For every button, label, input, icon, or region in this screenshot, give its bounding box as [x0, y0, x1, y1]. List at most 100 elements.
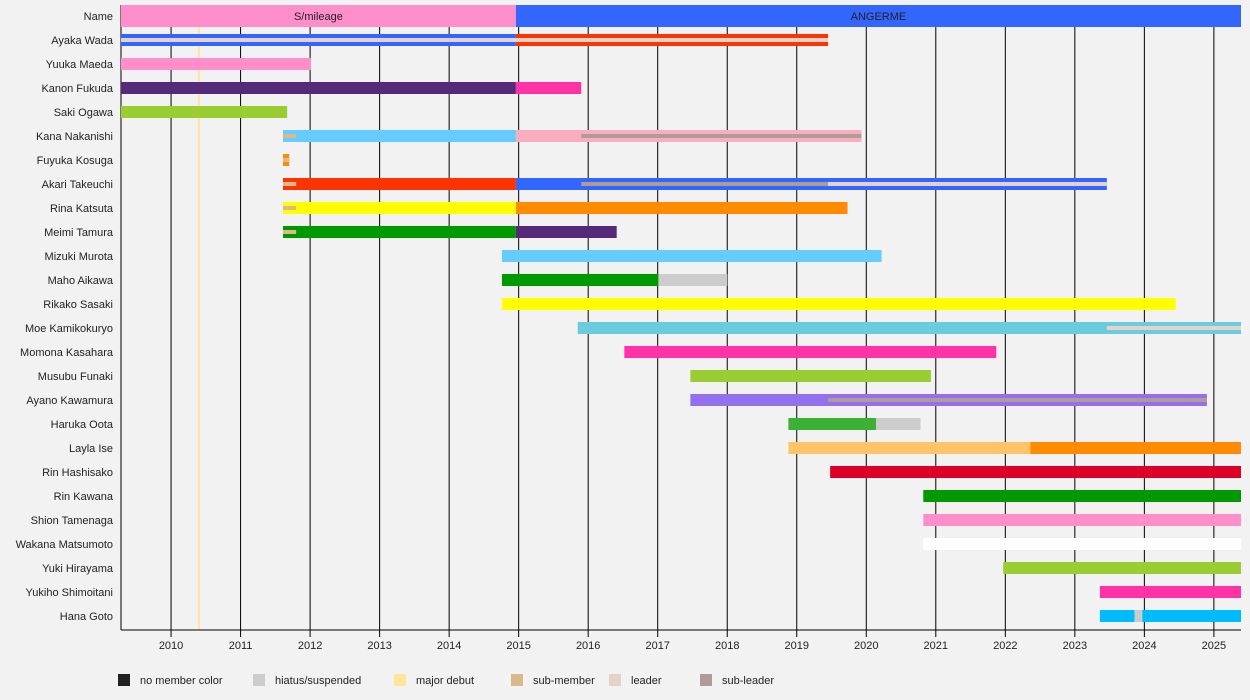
group-label: S/mileage — [294, 11, 343, 23]
row-label: Shion Tamenaga — [31, 515, 114, 527]
member-bar-segment — [121, 58, 311, 70]
member-bar-segment — [788, 442, 1031, 454]
row-label: Moe Kamikokuryo — [25, 323, 113, 335]
row-label: Saki Ogawa — [54, 107, 114, 119]
x-tick-label: 2020 — [854, 640, 878, 652]
legend-swatch — [253, 674, 265, 686]
member-bar-segment — [515, 202, 848, 214]
row-label: Kana Nakanishi — [36, 131, 113, 143]
row-label: Ayano Kawamura — [26, 395, 114, 407]
row-label: Momona Kasahara — [20, 347, 114, 359]
member-bar-segment — [282, 130, 516, 142]
x-tick-label: 2024 — [1132, 640, 1156, 652]
member-bar-segment — [658, 274, 728, 286]
member-bar-segment — [501, 274, 659, 286]
member-bar-segment — [1142, 610, 1241, 622]
row-label: Rin Hashisako — [42, 467, 113, 479]
leader-mark — [828, 182, 1107, 186]
x-tick-label: 2011 — [229, 640, 253, 652]
legend-label: major debut — [416, 675, 474, 687]
x-tick-label: 2021 — [924, 640, 948, 652]
member-bar-segment — [1003, 562, 1241, 574]
x-tick-label: 2010 — [159, 640, 183, 652]
member-bar-segment — [923, 538, 1241, 550]
row-label: Maho Aikawa — [48, 275, 114, 287]
row-label: Yuki Hirayama — [42, 563, 114, 575]
legend-swatch — [118, 674, 130, 686]
x-tick-label: 2017 — [645, 640, 669, 652]
member-bar-segment — [577, 322, 1241, 334]
row-label-header: Name — [84, 11, 113, 23]
member-bar-segment — [515, 226, 617, 238]
sub-leader-mark — [581, 182, 829, 186]
sub-member-mark — [282, 158, 290, 162]
member-bar-segment — [624, 346, 997, 358]
legend-swatch — [394, 674, 406, 686]
row-label: Rikako Sasaki — [43, 299, 113, 311]
member-bar-segment — [1134, 610, 1143, 622]
member-bar-segment — [121, 106, 288, 118]
row-label: Kanon Fukuda — [41, 83, 113, 95]
row-label: Fuyuka Kosuga — [37, 155, 114, 167]
x-tick-label: 2015 — [506, 640, 530, 652]
row-label: Yukiho Shimoitani — [26, 587, 113, 599]
x-tick-label: 2018 — [715, 640, 739, 652]
member-bar-segment — [282, 202, 516, 214]
legend-label: no member color — [140, 675, 223, 687]
row-label: Rina Katsuta — [50, 203, 114, 215]
member-bar-segment — [501, 298, 1176, 310]
member-bar-segment — [1099, 610, 1135, 622]
x-tick-label: 2023 — [1063, 640, 1087, 652]
row-label: Wakana Matsumoto — [16, 539, 113, 551]
row-label: Yuuka Maeda — [46, 59, 114, 71]
member-bar-segment — [501, 250, 882, 262]
row-label: Meimi Tamura — [44, 227, 114, 239]
group-bar-angerme — [515, 5, 1241, 27]
row-label: Akari Takeuchi — [42, 179, 113, 191]
x-tick-label: 2025 — [1202, 640, 1226, 652]
legend-label: sub-leader — [722, 675, 774, 687]
sub-member-mark — [282, 134, 297, 138]
member-bar-segment — [923, 514, 1241, 526]
member-bar-segment — [1099, 586, 1241, 598]
member-bar-segment — [515, 82, 582, 94]
member-bar-segment — [876, 418, 921, 430]
sub-member-mark — [282, 230, 297, 234]
member-bar-segment — [788, 418, 877, 430]
legend-swatch — [700, 674, 712, 686]
member-bar-segment — [830, 466, 1241, 478]
row-label: Layla Ise — [69, 443, 113, 455]
leader-mark — [121, 38, 829, 42]
sub-leader-mark — [828, 398, 1207, 402]
row-label: Haruka Oota — [51, 419, 114, 431]
x-tick-label: 2012 — [298, 640, 322, 652]
x-tick-label: 2019 — [785, 640, 809, 652]
member-bar-segment — [690, 370, 931, 382]
member-bar-segment — [282, 226, 516, 238]
legend-label: sub-member — [533, 675, 595, 687]
sub-leader-mark — [581, 134, 862, 138]
row-label: Musubu Funaki — [38, 371, 113, 383]
row-label: Ayaka Wada — [51, 35, 114, 47]
member-bar-segment — [282, 178, 516, 190]
row-label: Rin Kawana — [54, 491, 114, 503]
group-bar-smileage — [121, 5, 516, 27]
row-label: Hana Goto — [60, 611, 113, 623]
x-tick-label: 2013 — [367, 640, 391, 652]
legend-label: hiatus/suspended — [275, 675, 361, 687]
member-bar-segment — [923, 490, 1241, 502]
legend-swatch — [511, 674, 523, 686]
sub-member-mark — [282, 182, 297, 186]
legend-swatch — [609, 674, 621, 686]
sub-member-mark — [282, 206, 297, 210]
member-bar-segment — [1030, 442, 1241, 454]
x-tick-label: 2022 — [993, 640, 1017, 652]
group-label: ANGERME — [851, 11, 907, 23]
leader-mark — [1106, 326, 1241, 330]
legend-label: leader — [631, 675, 662, 687]
x-tick-label: 2016 — [576, 640, 600, 652]
row-label: Mizuki Murota — [45, 251, 114, 263]
x-tick-label: 2014 — [437, 640, 461, 652]
member-bar-segment — [121, 82, 516, 94]
